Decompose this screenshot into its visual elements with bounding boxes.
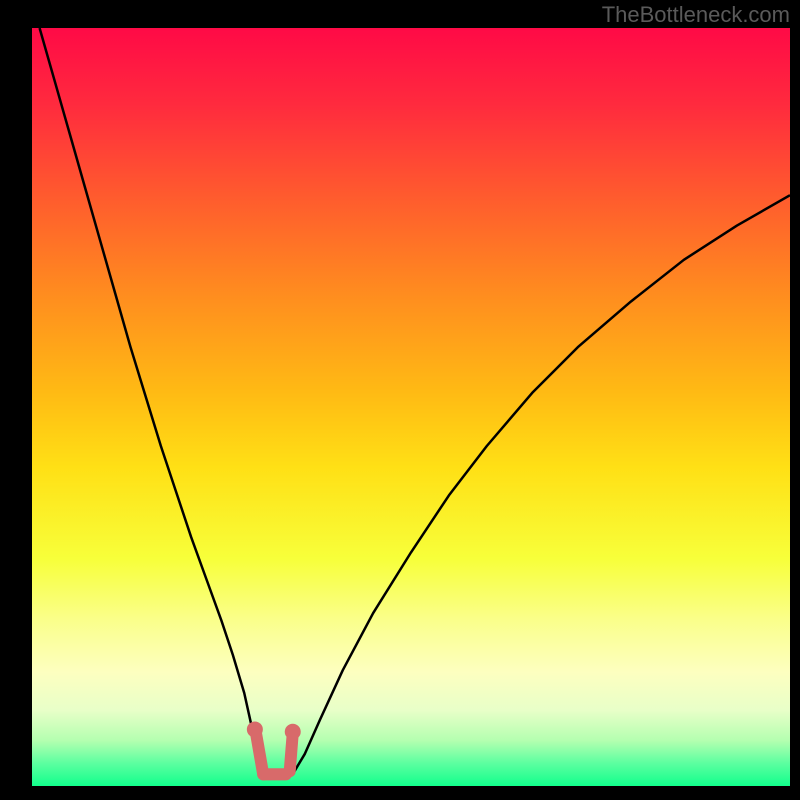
marker-dot bbox=[285, 724, 301, 740]
plot-area bbox=[32, 28, 790, 788]
curve-layer bbox=[32, 28, 790, 788]
marker-segment bbox=[256, 731, 264, 774]
marker-dot bbox=[247, 721, 263, 737]
bottleneck-curve bbox=[40, 28, 790, 778]
marker-group bbox=[247, 721, 301, 774]
chart-container: TheBottleneck.com bbox=[0, 0, 800, 800]
watermark-text: TheBottleneck.com bbox=[602, 2, 790, 28]
